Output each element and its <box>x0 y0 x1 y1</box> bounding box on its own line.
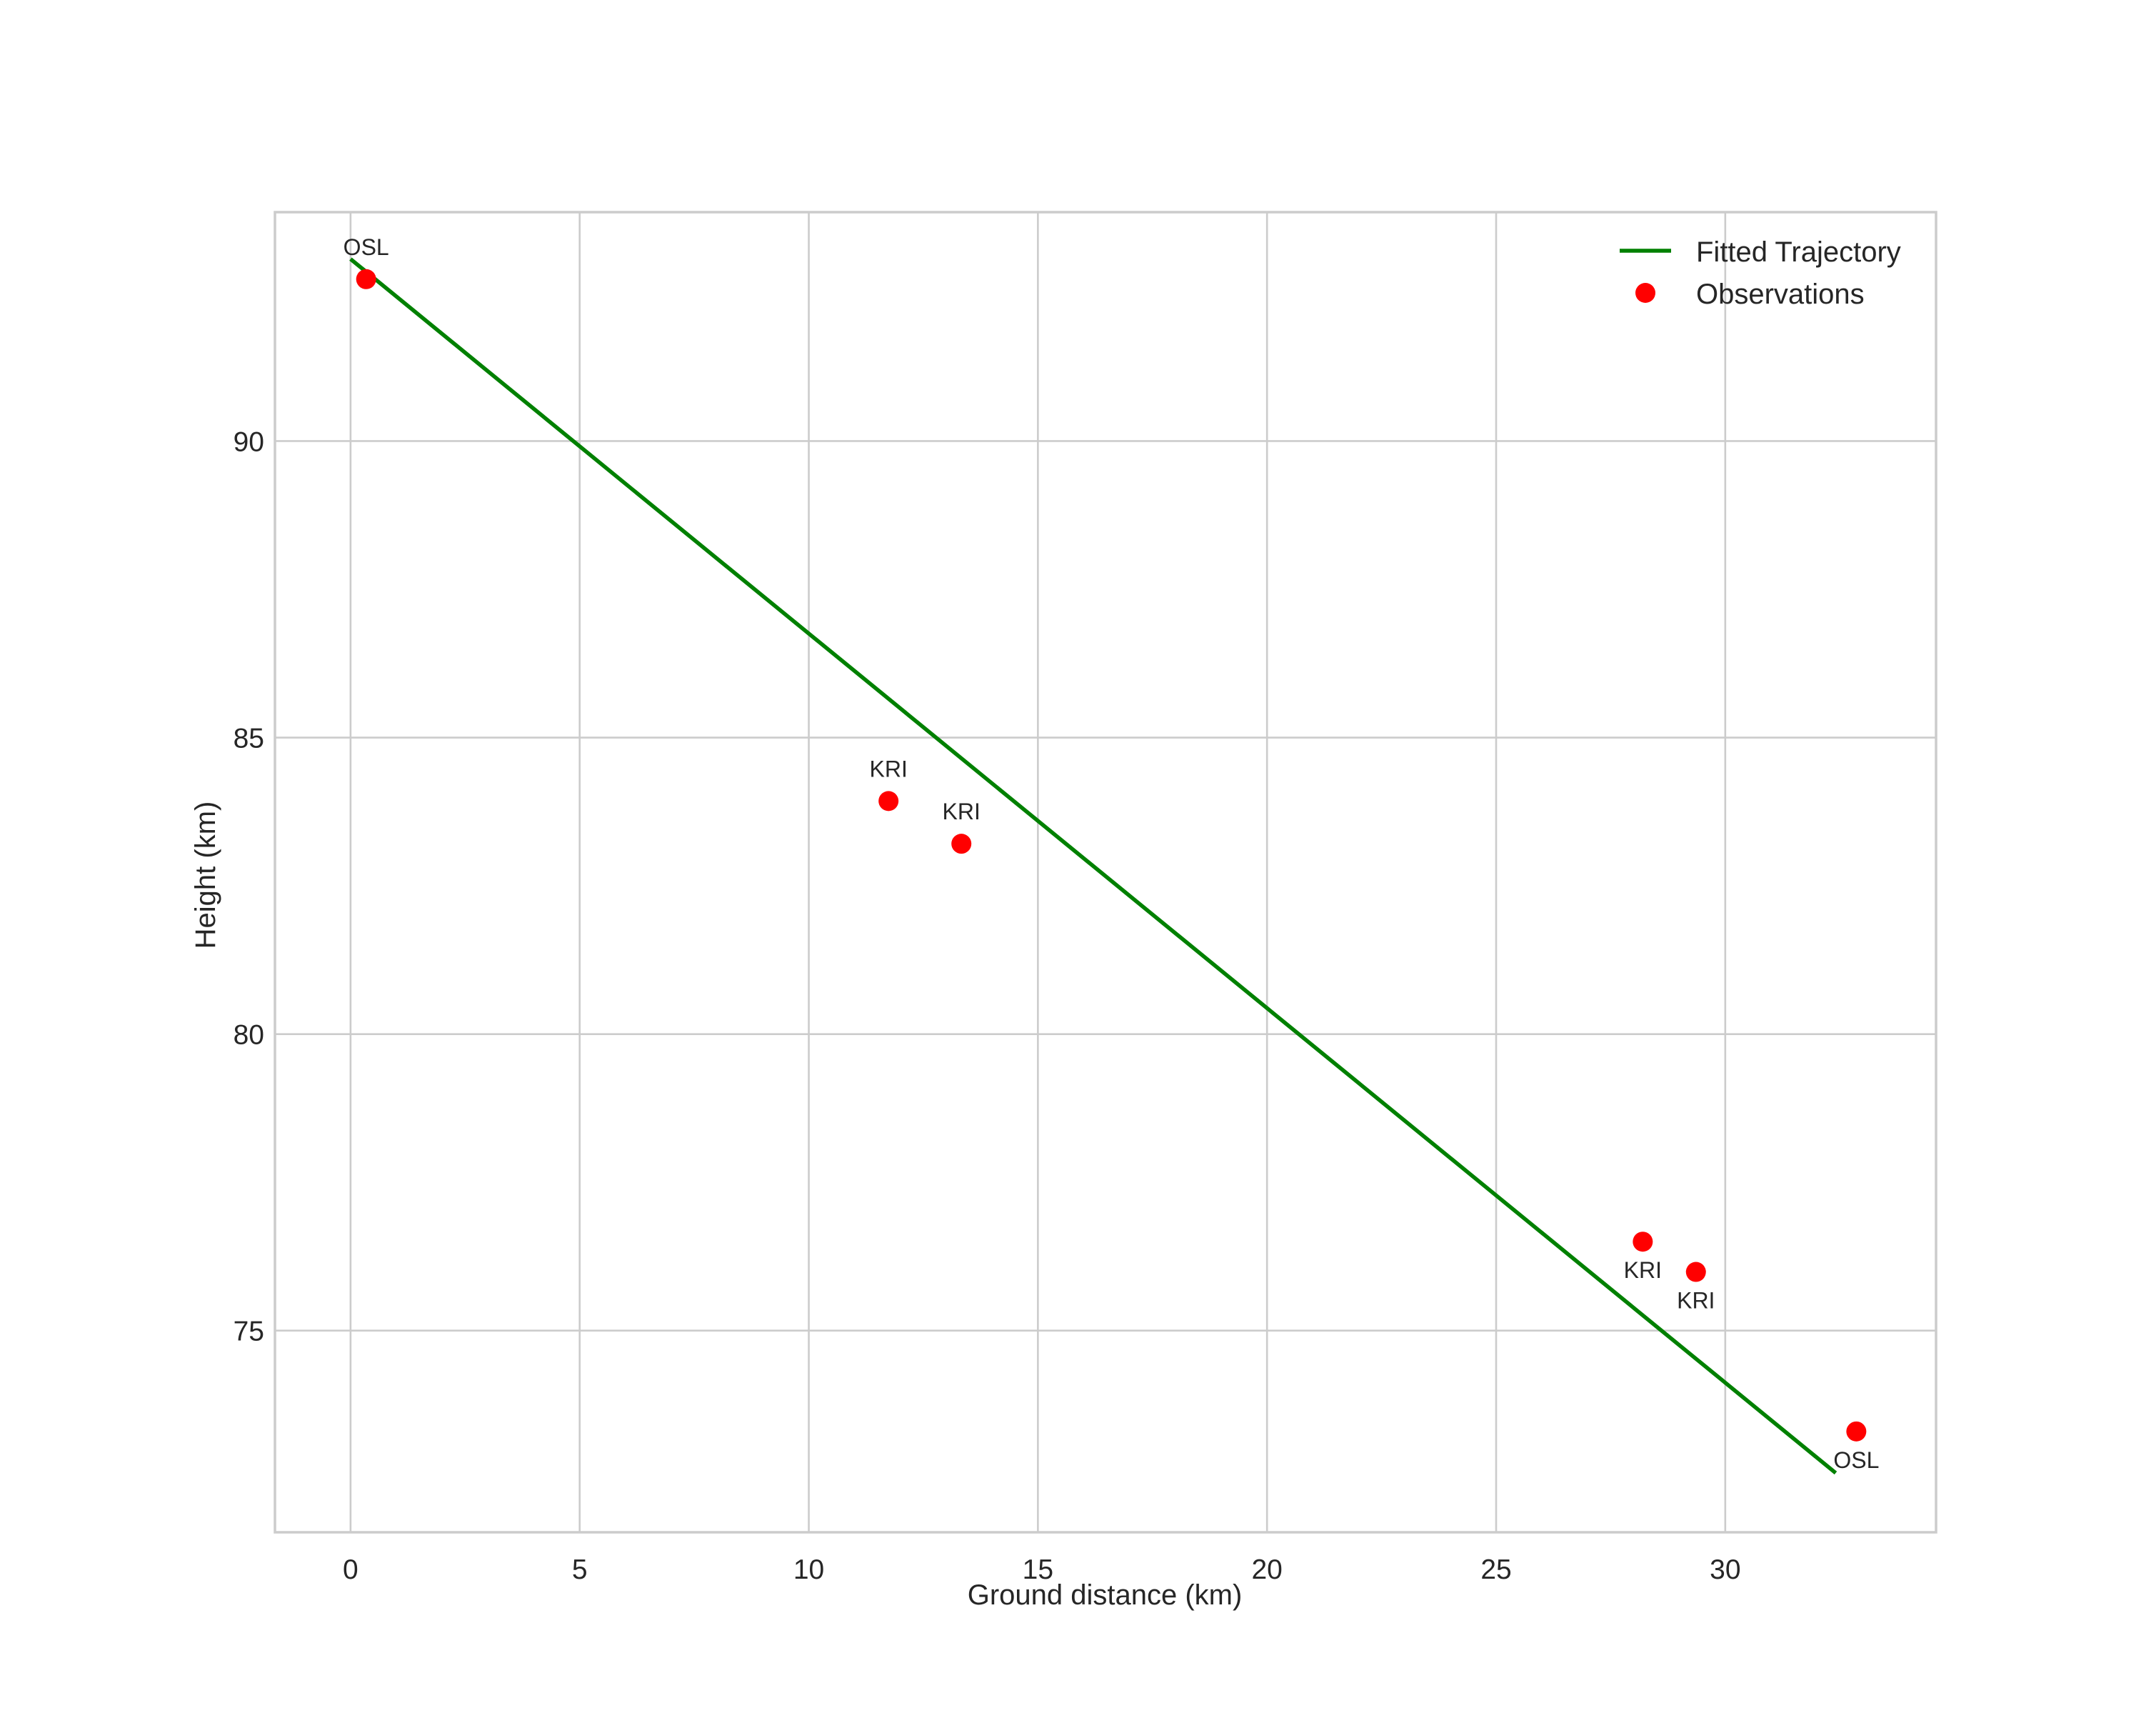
x-tick-label: 0 <box>343 1554 359 1585</box>
observation-dot <box>951 834 972 854</box>
observation-points <box>356 269 1867 1442</box>
observation-dot <box>1846 1421 1867 1442</box>
x-tick-label: 10 <box>793 1554 824 1585</box>
station-label: KRI <box>1624 1257 1662 1283</box>
x-tick-labels: 0 5 10 15 20 25 30 <box>343 1554 1741 1585</box>
x-tick-label: 15 <box>1023 1554 1053 1585</box>
x-tick-label: 20 <box>1251 1554 1282 1585</box>
station-label: KRI <box>870 756 908 781</box>
trajectory-path <box>349 257 1837 1475</box>
y-tick-label: 85 <box>234 724 264 754</box>
station-label: OSL <box>1833 1447 1879 1473</box>
station-label: KRI <box>1677 1288 1715 1314</box>
legend-marker-dot-icon <box>1635 283 1655 303</box>
fitted-trajectory-line <box>349 257 1837 1475</box>
plot-area: 0 5 10 15 20 25 30 75 80 85 90 OSL KRI KRI KRI KRI OSL <box>234 211 1937 1585</box>
observation-labels: OSL KRI KRI KRI KRI OSL <box>344 234 1880 1473</box>
observation-dot <box>356 269 376 289</box>
axes-frame <box>274 211 1937 1534</box>
observation-dot <box>1685 1262 1706 1282</box>
gridlines <box>275 212 1936 1532</box>
legend: Fitted Trajectory Observations <box>1620 236 1901 310</box>
x-axis-label: Ground distance (km) <box>968 1579 1243 1611</box>
y-tick-label: 90 <box>234 426 264 457</box>
y-tick-label: 75 <box>234 1317 264 1347</box>
axes-background <box>275 212 1936 1532</box>
legend-label-fitted-trajectory: Fitted Trajectory <box>1696 236 1901 268</box>
x-tick-label: 25 <box>1480 1554 1511 1585</box>
x-tick-label: 30 <box>1710 1554 1740 1585</box>
observation-dot <box>1633 1232 1653 1252</box>
y-tick-labels: 75 80 85 90 <box>234 426 264 1347</box>
observation-dot <box>878 791 899 811</box>
legend-label-observations: Observations <box>1696 279 1865 310</box>
station-label: OSL <box>344 234 389 260</box>
y-axis-label: Height (km) <box>190 801 221 949</box>
station-label: KRI <box>943 799 981 824</box>
x-tick-label: 5 <box>572 1554 588 1585</box>
y-tick-label: 80 <box>234 1020 264 1051</box>
